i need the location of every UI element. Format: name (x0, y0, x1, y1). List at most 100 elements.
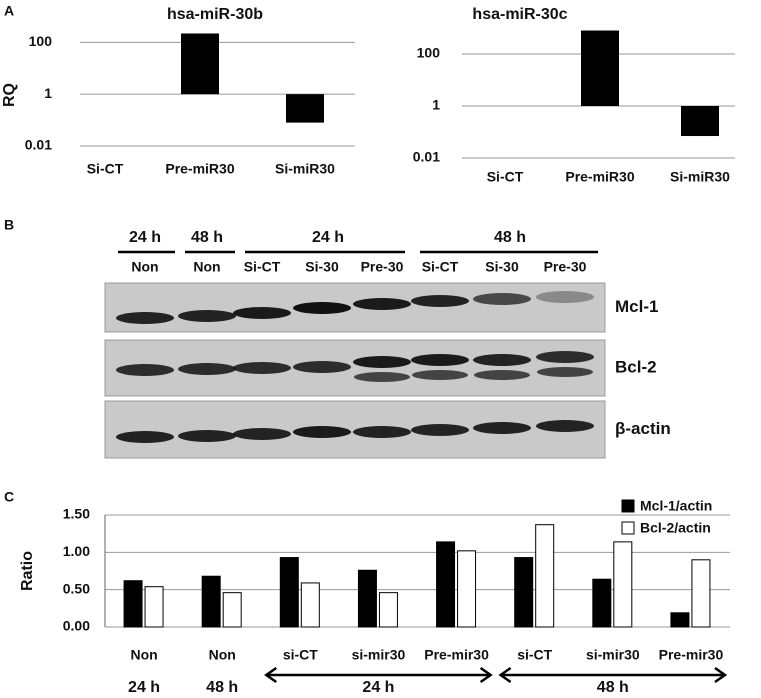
row-label: Bcl-2 (615, 357, 657, 376)
x-tick-label: si-mir30 (586, 647, 640, 663)
band (233, 307, 291, 319)
band (354, 372, 410, 382)
x-tick-label: Non (209, 647, 236, 663)
band (178, 430, 236, 442)
y-tick-label: 0.00 (63, 618, 90, 634)
legend-swatch (621, 499, 635, 513)
bar (670, 612, 690, 628)
bar (691, 559, 711, 628)
band (116, 364, 174, 376)
lane-label: Si-30 (305, 259, 339, 275)
row-label: β-actin (615, 419, 671, 438)
bar (222, 592, 242, 628)
y-tick-label: 1 (432, 97, 440, 113)
bar (201, 575, 221, 628)
y-axis-label: Ratio (19, 551, 36, 591)
band (412, 370, 468, 380)
y-tick-label: 100 (417, 45, 441, 61)
band (411, 295, 469, 307)
legend-label: Bcl-2/actin (640, 520, 711, 536)
panel-letter: C (4, 489, 14, 505)
y-tick-label: 1 (44, 85, 52, 101)
bar (279, 557, 299, 628)
x-tick-label: Pre-miR30 (165, 161, 234, 177)
time-label: 24 h (312, 229, 344, 246)
band (178, 363, 236, 375)
lane-label: Si-CT (422, 259, 459, 275)
legend-label: Mcl-1/actin (640, 498, 712, 514)
lane-label: Si-CT (244, 259, 281, 275)
x-tick-label: Si-miR30 (670, 169, 730, 185)
bar (286, 94, 324, 123)
time-label: 48 h (191, 229, 223, 246)
band (233, 428, 291, 440)
time-label: 48 h (494, 229, 526, 246)
y-tick-label: 0.01 (413, 149, 440, 165)
band (473, 293, 531, 305)
x-tick-label: Pre-mir30 (424, 647, 489, 663)
chart-title: hsa-miR-30b (167, 6, 263, 23)
x-tick-label: si-CT (517, 647, 552, 663)
group-label: 24 h (128, 679, 160, 696)
bar (378, 592, 398, 628)
y-tick-label: 100 (29, 33, 53, 49)
band (473, 422, 531, 434)
band (411, 354, 469, 366)
lane-label: Non (131, 259, 158, 275)
band (474, 370, 530, 380)
bar (681, 106, 719, 137)
band (536, 351, 594, 363)
y-tick-label: 0.50 (63, 580, 90, 596)
band (536, 291, 594, 303)
bar (181, 33, 219, 95)
bar (144, 586, 164, 628)
y-tick-label: 1.50 (63, 506, 90, 522)
y-axis-label: RQ (1, 83, 18, 107)
group-label: 48 h (206, 679, 238, 696)
arrow-head (264, 666, 493, 684)
bar (581, 30, 619, 106)
chart-title: hsa-miR-30c (472, 6, 567, 23)
bar (436, 541, 456, 628)
x-tick-label: Pre-miR30 (565, 169, 634, 185)
x-tick-label: si-CT (283, 647, 318, 663)
band (233, 362, 291, 374)
bar (357, 569, 377, 628)
bar (123, 580, 143, 628)
bar (457, 550, 477, 628)
x-tick-label: Pre-mir30 (659, 647, 724, 663)
band (353, 356, 411, 368)
group-label: 24 h (362, 679, 394, 696)
band (178, 310, 236, 322)
lane-label: Pre-30 (544, 259, 587, 275)
lane-label: Non (193, 259, 220, 275)
bar (535, 524, 555, 628)
band (293, 426, 351, 438)
arrow-head (498, 666, 728, 684)
band (116, 431, 174, 443)
x-tick-label: Si-CT (487, 169, 524, 185)
band (353, 298, 411, 310)
band (411, 424, 469, 436)
x-tick-label: Si-miR30 (275, 161, 335, 177)
panel-letter: A (4, 3, 14, 19)
lane-label: Pre-30 (361, 259, 404, 275)
bar (300, 582, 320, 628)
row-label: Mcl-1 (615, 297, 658, 316)
legend-swatch (621, 521, 635, 535)
band (293, 361, 351, 373)
band (537, 367, 593, 377)
y-tick-label: 1.00 (63, 543, 90, 559)
x-tick-label: si-mir30 (352, 647, 406, 663)
band (473, 354, 531, 366)
time-label: 24 h (129, 229, 161, 246)
bar (613, 541, 633, 628)
group-label: 48 h (597, 679, 629, 696)
bar (514, 557, 534, 628)
bar (592, 578, 612, 628)
x-tick-label: Si-CT (87, 161, 124, 177)
y-tick-label: 0.01 (25, 137, 52, 153)
blot-strip (104, 282, 606, 333)
lane-label: Si-30 (485, 259, 519, 275)
